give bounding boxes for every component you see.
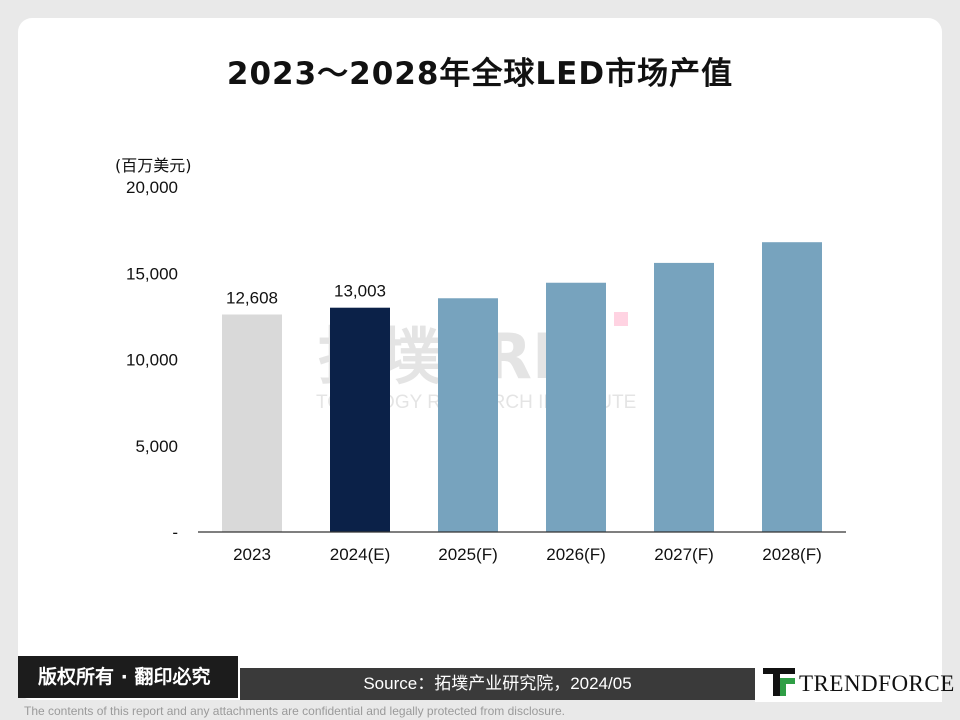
x-tick-label: 2027(F) [654, 545, 714, 564]
chart-title: 2023～2028年全球LED市场产值 [226, 56, 734, 92]
x-axis: 2023 2024(E) 2025(F) 2026(F) 2027(F) 2028(F) [198, 531, 846, 564]
bar-2025(F) [438, 298, 498, 532]
bar-2026(F) [546, 282, 606, 532]
bar-2023 [222, 314, 282, 532]
trendforce-logo-text: TRENDFORCE [799, 671, 955, 696]
bar-value-label: 12,608 [226, 289, 278, 308]
bar-2028(F) [762, 242, 822, 532]
y-tick-label: 10,000 [126, 351, 178, 370]
y-tick-label: - [172, 523, 178, 542]
bar-2027(F) [654, 262, 714, 532]
y-axis-unit-label: (百万美元) [115, 156, 192, 175]
disclaimer: The contents of this report and any atta… [24, 704, 565, 718]
y-tick-label: 5,000 [135, 437, 178, 456]
x-tick-label: 2028(F) [762, 545, 822, 564]
y-tick-label: 15,000 [126, 264, 178, 283]
trendforce-logo-icon [763, 668, 795, 696]
bar-2024(E) [330, 307, 390, 532]
x-tick-label: 2025(F) [438, 545, 498, 564]
x-tick-label: 2026(F) [546, 545, 606, 564]
copyright-label: 版权所有 · 翻印必究 [18, 656, 238, 698]
x-tick-label: 2024(E) [330, 545, 390, 564]
source-label: Source：拓墣产业研究院，2024/05 [240, 668, 755, 700]
y-tick-label: 20,000 [126, 178, 178, 197]
y-axis: (百万美元) - 5,000 10,000 15,000 20,000 [115, 156, 192, 542]
bars: 12,608 13,003 [222, 242, 822, 532]
bar-value-label: 13,003 [334, 282, 386, 301]
x-tick-label: 2023 [233, 545, 271, 564]
watermark-dot [614, 312, 628, 326]
trendforce-logo: TRENDFORCE [755, 640, 954, 702]
